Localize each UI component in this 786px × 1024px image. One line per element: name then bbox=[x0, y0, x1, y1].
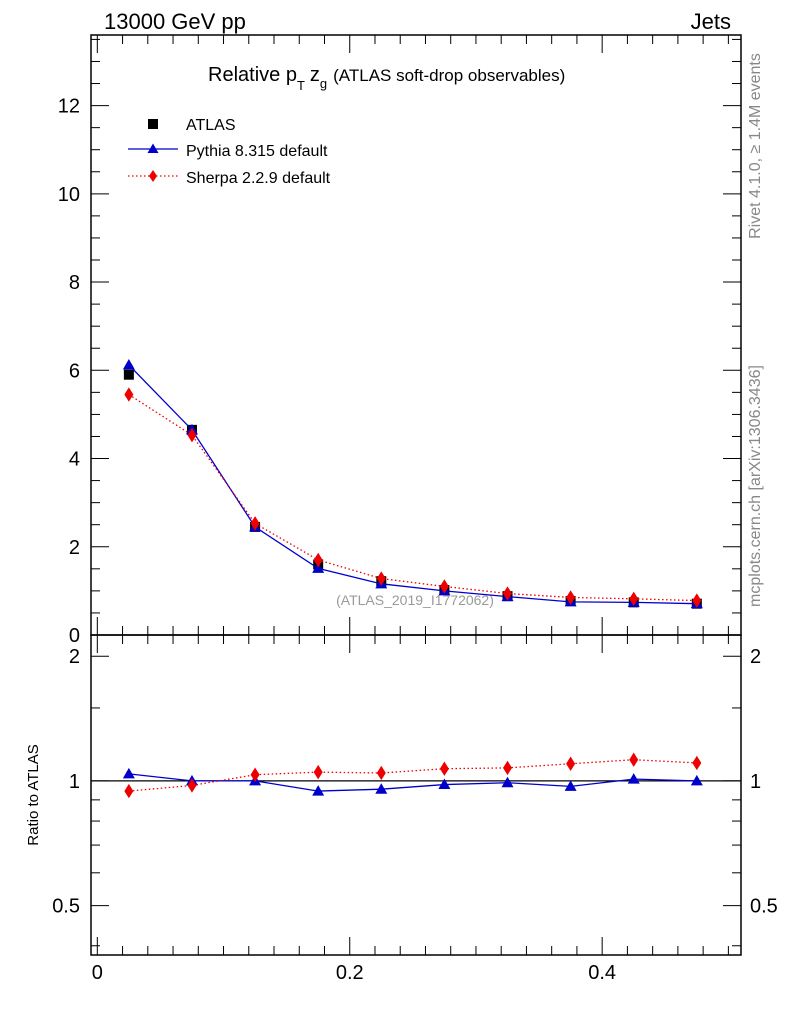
main-sherpa-point bbox=[503, 586, 513, 601]
x-tick-label: 0.2 bbox=[336, 962, 364, 984]
main-y-tick-labels: 0 2 4 6 8 10 12 bbox=[58, 96, 80, 647]
title-z: z bbox=[310, 64, 320, 86]
ratio-sherpa-point bbox=[250, 767, 260, 782]
legend-sherpa-marker bbox=[149, 170, 157, 182]
ratio-sherpa-point bbox=[124, 783, 134, 799]
title-main: Relative p bbox=[208, 64, 297, 86]
ratio-sherpa-point bbox=[187, 778, 197, 793]
y-tick-label: 10 bbox=[58, 184, 80, 206]
ratio-pythia-point bbox=[690, 774, 703, 786]
ratio-pythia-point bbox=[627, 773, 640, 784]
main-panel: 0 2 4 6 8 10 12 Relative pT zg (ATLAS soft-drop … bbox=[58, 34, 742, 647]
main-sherpa-point bbox=[250, 516, 260, 531]
main-sherpa-point bbox=[376, 571, 386, 586]
y-tick-label: 4 bbox=[69, 449, 80, 471]
main-sherpa-point bbox=[566, 590, 576, 605]
ratio-panel-frame bbox=[90, 634, 742, 956]
header-left: 13000 GeV pp bbox=[104, 9, 246, 34]
ratio-sherpa-point bbox=[376, 765, 386, 781]
title-rest: (ATLAS soft-drop observables) bbox=[333, 66, 565, 85]
main-ticks bbox=[91, 35, 741, 636]
ratio-y-tick-label-right: 1 bbox=[750, 771, 761, 793]
ratio-series bbox=[122, 752, 703, 799]
title-sub-g: g bbox=[320, 76, 327, 91]
ratio-y-tick-labels-right: 0.5 1 2 bbox=[750, 646, 778, 917]
y-tick-label: 12 bbox=[58, 96, 80, 118]
x-tick-label: 0 bbox=[92, 962, 103, 984]
ratio-y-axis-label: Ratio to ATLAS bbox=[25, 744, 42, 845]
ratio-pythia-point bbox=[564, 780, 577, 791]
legend-pythia-marker bbox=[147, 143, 159, 153]
ratio-sherpa-point bbox=[313, 764, 323, 780]
legend-sherpa-label: Sherpa 2.2.9 default bbox=[186, 170, 331, 187]
legend-atlas-label: ATLAS bbox=[186, 117, 236, 134]
ratio-y-tick-label: 0.5 bbox=[52, 896, 80, 918]
legend: ATLAS Pythia 8.315 default Sherpa 2.2.9 … bbox=[128, 117, 331, 187]
main-sherpa-point bbox=[124, 387, 134, 402]
ratio-y-tick-labels: 0.5 1 2 bbox=[52, 646, 80, 917]
ratio-pythia-point bbox=[501, 776, 514, 788]
ratio-sherpa-line bbox=[128, 759, 697, 792]
ratio-sherpa-point bbox=[439, 761, 449, 776]
mcplots-label: mcplots.cern.ch [arXiv:1306.3436] bbox=[747, 365, 764, 607]
ratio-pythia-point bbox=[375, 783, 388, 794]
ratio-sherpa-point bbox=[566, 756, 576, 771]
ratio-ticks bbox=[91, 635, 741, 955]
ratio-y-tick-label: 1 bbox=[69, 771, 80, 793]
y-tick-label: 2 bbox=[69, 537, 80, 559]
y-tick-label: 0 bbox=[69, 625, 80, 647]
analysis-watermark: (ATLAS_2019_I1772062) bbox=[336, 592, 494, 608]
main-sherpa-point bbox=[692, 593, 702, 608]
main-sherpa-line bbox=[128, 394, 697, 602]
title-sub-t: T bbox=[297, 78, 305, 93]
rivet-label: Rivet 4.1.0, ≥ 1.4M events bbox=[747, 53, 764, 239]
x-tick-label: 0.4 bbox=[588, 962, 616, 984]
ratio-sherpa-point bbox=[503, 760, 513, 776]
ratio-panel: 0.5 1 2 0.5 1 2 Ratio to ATLAS bbox=[25, 634, 778, 956]
ratio-sherpa-point bbox=[629, 752, 639, 767]
ratio-y-tick-label-right: 2 bbox=[750, 646, 761, 668]
ratio-pythia-point bbox=[438, 778, 451, 790]
header-right: Jets bbox=[691, 9, 731, 34]
ratio-pythia-point bbox=[122, 767, 135, 779]
main-sherpa-point bbox=[187, 427, 197, 443]
main-atlas-point bbox=[123, 369, 134, 380]
ratio-y-tick-label: 2 bbox=[69, 646, 80, 668]
ratio-pythia-line bbox=[128, 773, 697, 792]
legend-atlas-marker bbox=[148, 119, 158, 129]
ratio-sherpa-point bbox=[692, 755, 702, 771]
main-sherpa-point bbox=[313, 552, 323, 568]
main-pythia-point bbox=[122, 359, 135, 370]
main-pythia-point bbox=[312, 562, 325, 573]
main-series bbox=[122, 359, 703, 609]
ratio-pythia-point bbox=[312, 785, 325, 796]
ratio-y-tick-label-right: 0.5 bbox=[750, 896, 778, 918]
y-tick-label: 6 bbox=[69, 360, 80, 382]
y-tick-label: 8 bbox=[69, 272, 80, 294]
main-sherpa-point bbox=[629, 591, 639, 607]
x-tick-labels: 0 0.2 0.4 bbox=[92, 962, 616, 984]
main-sherpa-point bbox=[439, 579, 449, 594]
chart-title: Relative pT zg (ATLAS soft-drop observable… bbox=[208, 64, 565, 93]
main-pythia-line bbox=[128, 364, 697, 605]
legend-pythia-label: Pythia 8.315 default bbox=[186, 143, 328, 160]
